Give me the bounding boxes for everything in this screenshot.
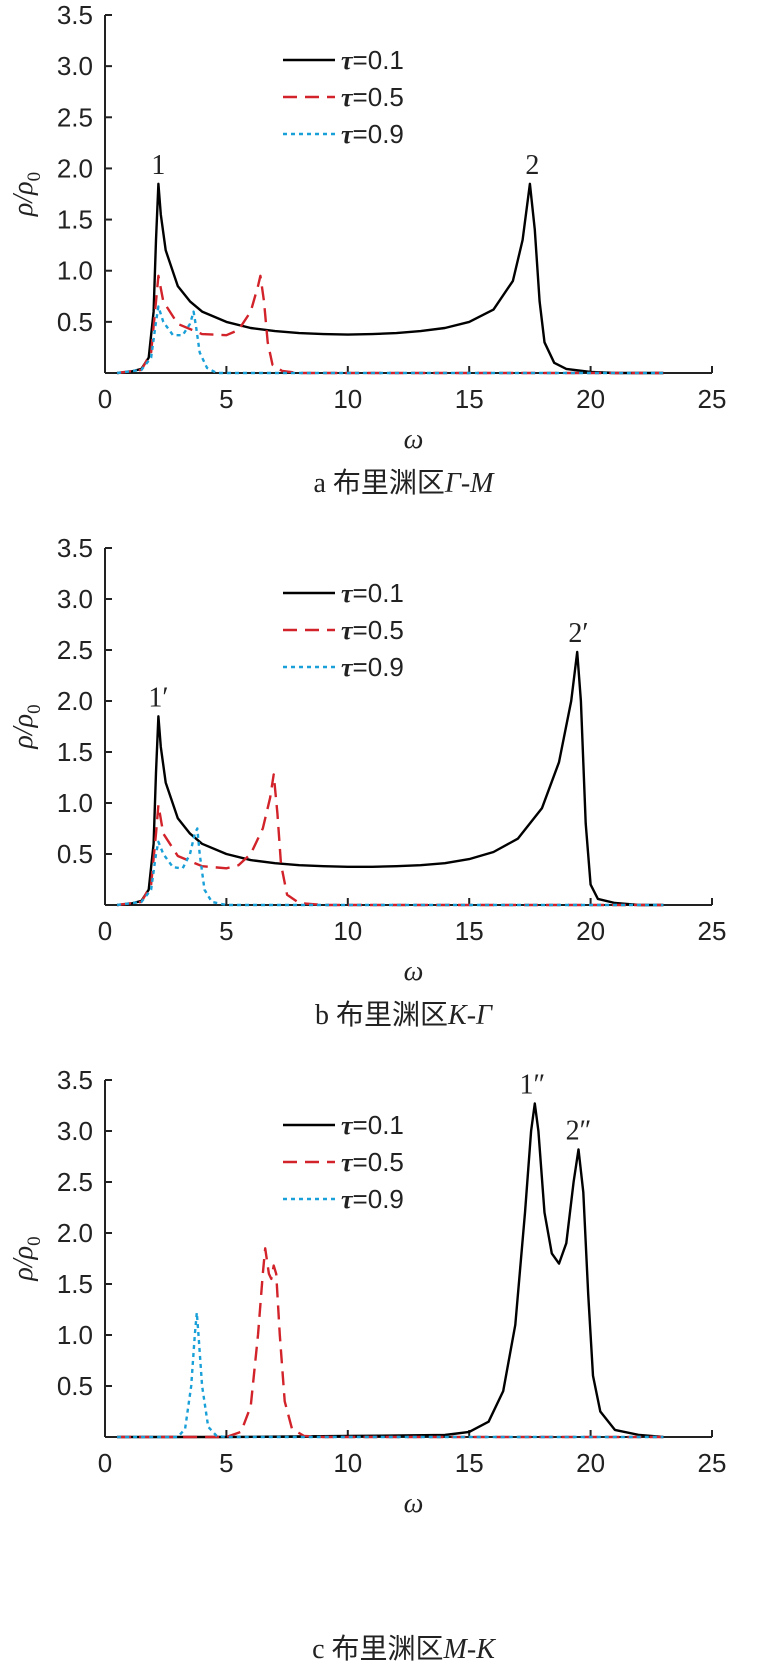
panel-caption: b 布里渊区K-Γ (315, 999, 493, 1031)
x-tick-label: 0 (98, 384, 112, 414)
series-line-dashed (116, 274, 664, 375)
legend-label: τ=0.9 (341, 119, 404, 149)
x-tick-label: 15 (455, 384, 484, 414)
peak-label: 1 (151, 150, 165, 181)
peak-label: 2″ (566, 1115, 592, 1146)
legend-label: τ=0.5 (341, 82, 404, 112)
y-tick-label: 2.0 (57, 686, 93, 716)
legend-label: τ=0.5 (341, 615, 404, 645)
y-tick-label: 2.0 (57, 1218, 93, 1248)
x-tick-label: 10 (333, 1448, 362, 1478)
x-axis-label: ω (404, 1488, 424, 1519)
y-tick-label: 1.0 (57, 788, 93, 818)
chart-panel-c: 0 5 10 15 20 25 0.5 1.0 1.5 2.0 2.5 3.0 3.5 ρ/ρ0 ω τ=0.… (8, 1065, 726, 1665)
y-tick-label: 3.5 (57, 533, 93, 563)
chart-panel-a: 0 5 10 15 20 25 0.5 1.0 1.5 2.0 2.5 3.0 3.5 ρ/ρ0 ω τ=0.… (8, 0, 726, 499)
panel-caption: c 布里渊区M-K (312, 1633, 496, 1665)
y-tick-label: 0.5 (57, 839, 93, 869)
series-line-solid (117, 182, 664, 375)
series-line-dashed (117, 1247, 664, 1439)
x-tick-label: 20 (576, 1448, 605, 1478)
y-tick-label: 3.0 (57, 51, 93, 81)
y-tick-label: 3.0 (57, 584, 93, 614)
x-tick-label: 15 (455, 916, 484, 946)
legend-label: τ=0.9 (341, 652, 404, 682)
legend-label: τ=0.1 (341, 578, 404, 608)
legend-label: τ=0.9 (341, 1184, 404, 1214)
y-tick-label: 2.5 (57, 102, 93, 132)
y-tick-label: 3.5 (57, 1065, 93, 1095)
legend-label: τ=0.5 (341, 1147, 404, 1177)
y-tick-label: 0.5 (57, 307, 93, 337)
y-axis-label: ρ/ρ0 (8, 704, 45, 749)
peak-label: 2′ (568, 618, 588, 649)
x-tick-label: 0 (98, 1448, 112, 1478)
x-tick-label: 25 (698, 916, 727, 946)
legend-label: τ=0.1 (341, 45, 404, 75)
x-tick-label: 15 (455, 1448, 484, 1478)
series-line-solid (117, 650, 664, 907)
x-tick-label: 20 (576, 916, 605, 946)
peak-label: 1′ (148, 682, 168, 713)
y-tick-label: 2.0 (57, 153, 93, 183)
peak-label: 1″ (519, 1069, 545, 1100)
y-tick-label: 3.5 (57, 0, 93, 30)
x-tick-label: 5 (219, 384, 233, 414)
x-axis-label: ω (404, 956, 424, 987)
panel-caption: a 布里渊区Γ-M (313, 467, 495, 499)
series-line-dotted (116, 827, 664, 907)
series-line-solid (117, 1102, 664, 1439)
y-tick-label: 1.0 (57, 256, 93, 286)
x-tick-label: 5 (219, 1448, 233, 1478)
legend-label: τ=0.1 (341, 1110, 404, 1140)
y-tick-label: 1.5 (57, 1269, 93, 1299)
y-tick-label: 1.5 (57, 737, 93, 767)
x-tick-label: 25 (698, 384, 727, 414)
x-tick-label: 25 (698, 1448, 727, 1478)
y-tick-label: 1.5 (57, 205, 93, 235)
x-tick-label: 10 (333, 384, 362, 414)
y-axis-label: ρ/ρ0 (8, 172, 45, 217)
x-tick-label: 10 (333, 916, 362, 946)
x-tick-label: 0 (98, 916, 112, 946)
chart-panel-b: 0 5 10 15 20 25 0.5 1.0 1.5 2.0 2.5 3.0 3.5 ρ/ρ0 ω τ=0.… (8, 533, 726, 1031)
y-axis-label: ρ/ρ0 (8, 1236, 45, 1281)
peak-label: 2 (525, 150, 539, 181)
x-axis-label: ω (404, 424, 424, 455)
x-tick-label: 20 (576, 384, 605, 414)
series-line-dashed (116, 773, 664, 907)
y-tick-label: 0.5 (57, 1371, 93, 1401)
series-line-dotted (116, 305, 664, 375)
series-line-dotted (117, 1311, 664, 1439)
x-tick-label: 5 (219, 916, 233, 946)
y-tick-label: 3.0 (57, 1116, 93, 1146)
y-tick-label: 2.5 (57, 1167, 93, 1197)
y-tick-label: 1.0 (57, 1320, 93, 1350)
y-tick-label: 2.5 (57, 635, 93, 665)
